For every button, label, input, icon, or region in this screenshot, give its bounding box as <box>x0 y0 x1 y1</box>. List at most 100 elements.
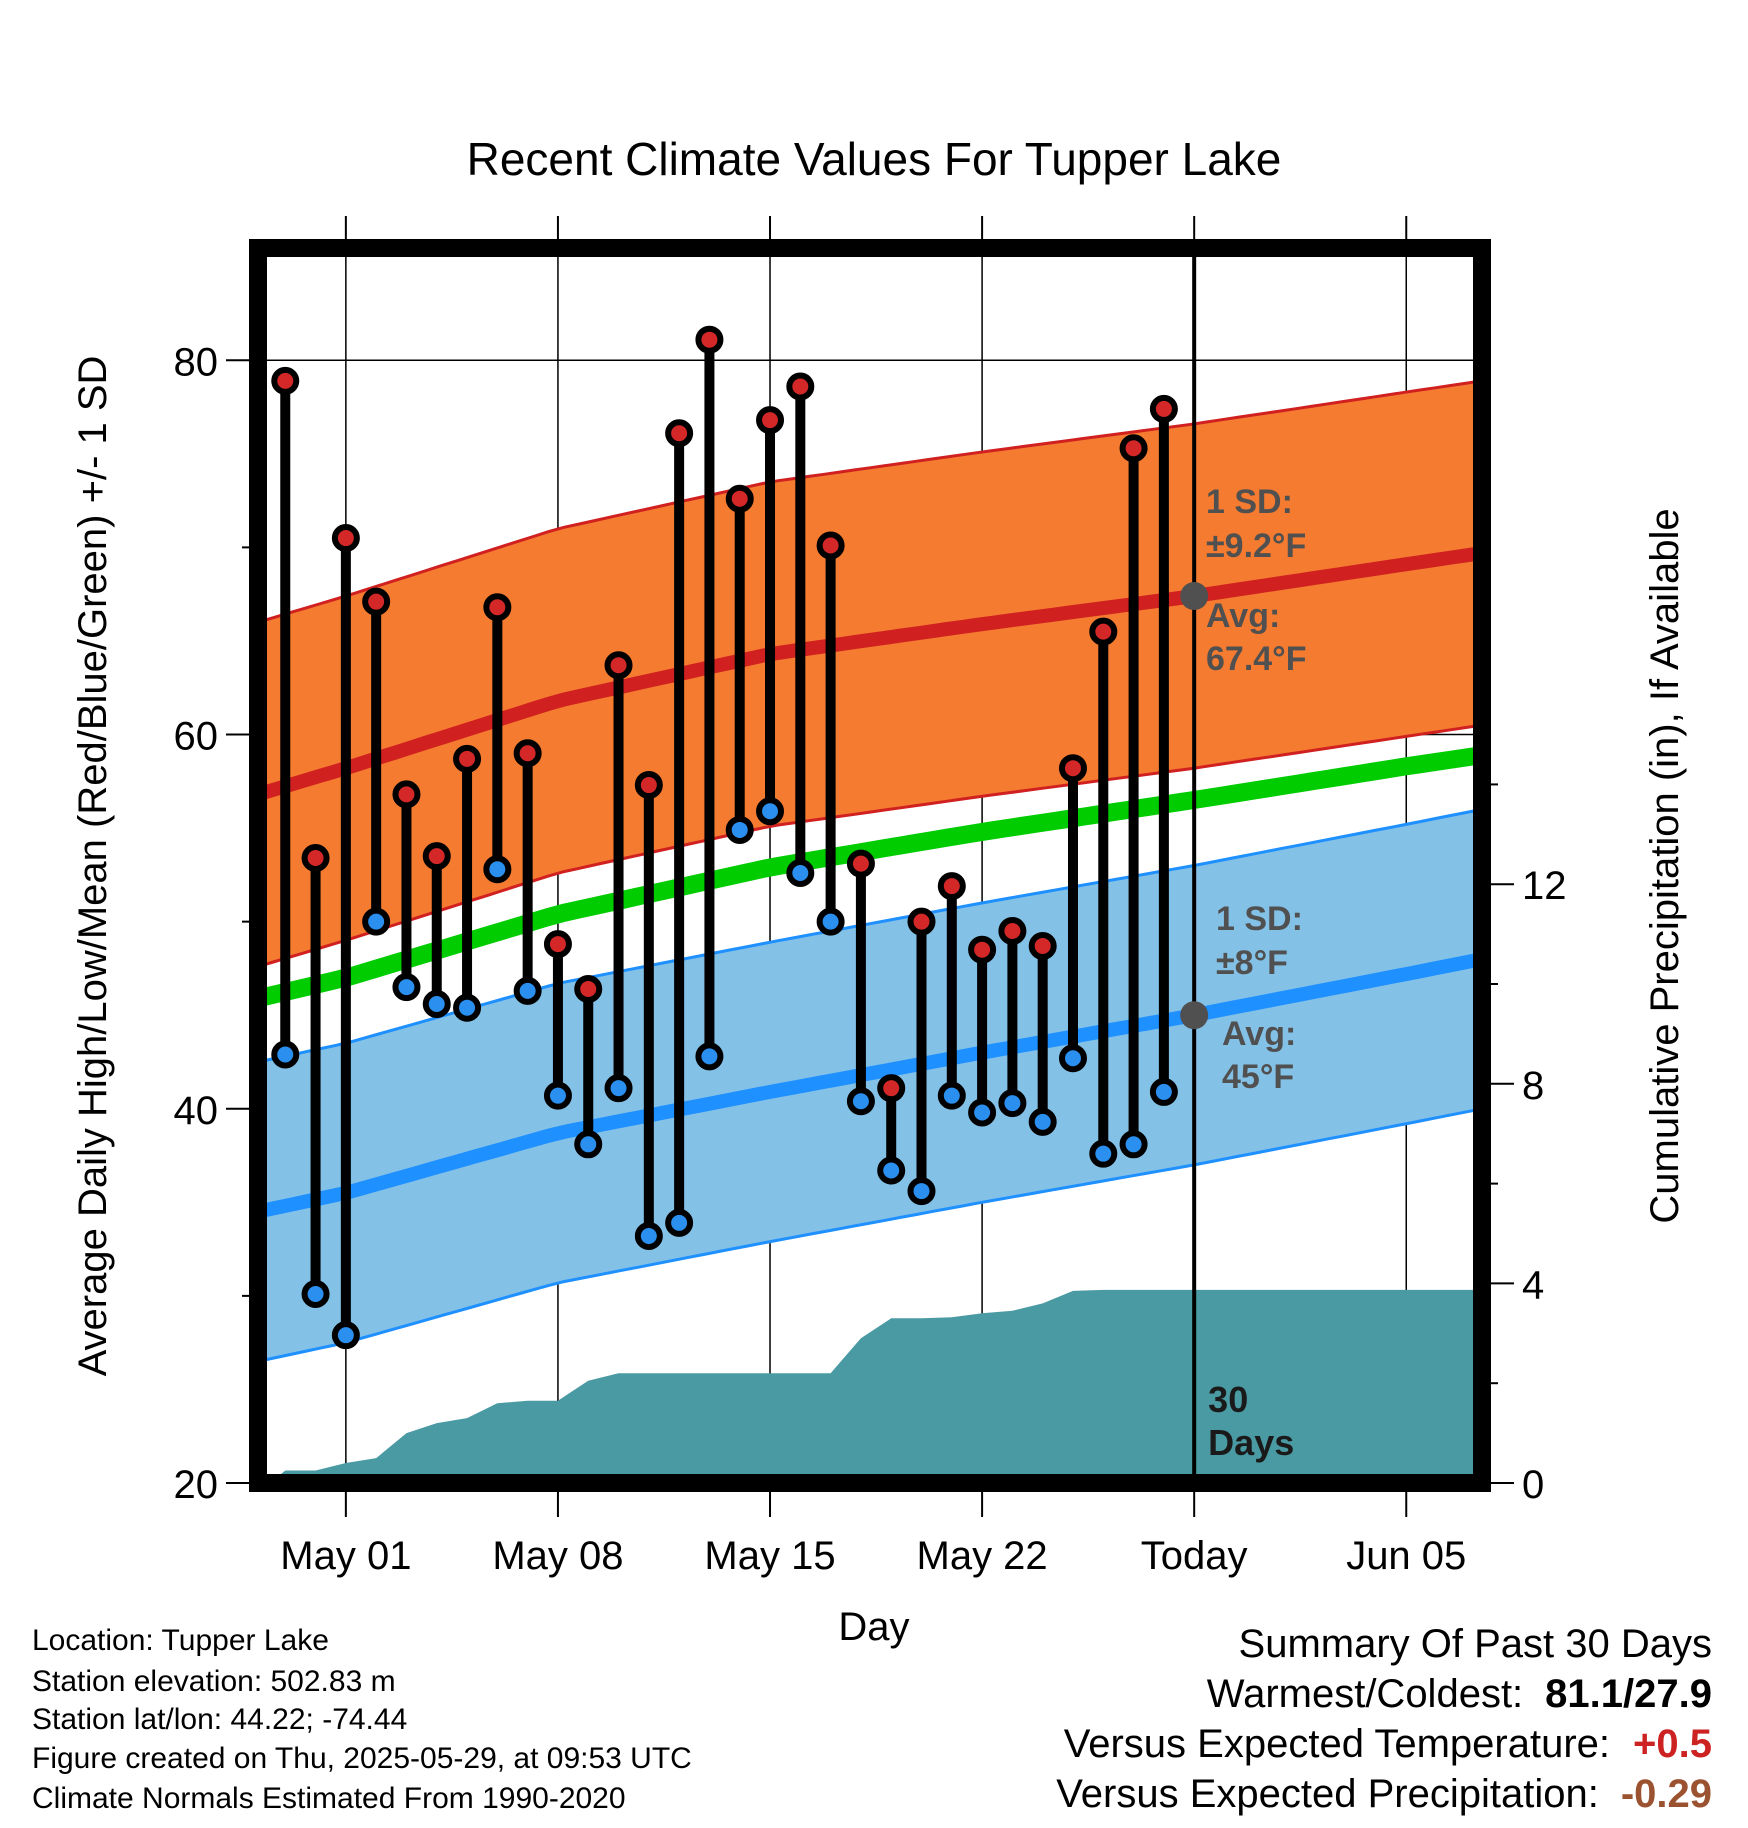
low-sd-label: 1 SD: <box>1216 900 1303 938</box>
x-axis-label: Day <box>838 1605 909 1649</box>
daily-low-point <box>422 989 451 1018</box>
daily-high-point <box>1089 617 1118 646</box>
daily-low-point <box>968 1098 997 1127</box>
high-band-upper-edge <box>257 379 1483 624</box>
daily-low-point <box>301 1280 330 1309</box>
low-sd-band <box>258 809 1482 1362</box>
y-axis-label: Average Daily High/Low/Mean (Red/Blue/Gr… <box>71 356 115 1377</box>
summary-warmest-label: Warmest/Coldest: <box>1206 1672 1524 1716</box>
daily-high-point <box>665 419 694 448</box>
daily-low-point <box>634 1222 663 1250</box>
low-sd-value: ±8°F <box>1216 944 1288 982</box>
summary-precip-value: -0.29 <box>1620 1772 1712 1816</box>
daily-low-point <box>453 993 482 1022</box>
daily-high-point <box>362 587 391 616</box>
info-latlon: Station lat/lon: 44.22; -74.44 <box>32 1703 408 1736</box>
daily-high-point <box>786 372 815 401</box>
daily-low-point <box>998 1089 1027 1118</box>
daily-low-point <box>907 1177 936 1206</box>
daily-low-point <box>725 815 754 844</box>
y2-tick-label: 0 <box>1522 1463 1544 1507</box>
precipitation-cumulative-area <box>270 1289 1483 1483</box>
low-band-lower-edge <box>257 1107 1483 1363</box>
daily-high-point <box>1119 434 1148 463</box>
daily-high-point <box>1149 394 1178 423</box>
daily-high-point <box>271 366 300 395</box>
summary-temp-value: +0.5 <box>1633 1722 1712 1766</box>
daily-low-point <box>362 907 391 936</box>
daily-high-point <box>543 930 572 959</box>
normal-annotations: 1 SD: ±9.2°F Avg: 67.4°F 1 SD: ±8°F Avg: 45°F 30… <box>1180 483 1307 1463</box>
daily-low-point <box>1089 1139 1118 1168</box>
x-tick-label: May 01 <box>280 1534 411 1578</box>
daily-high-point <box>1028 931 1057 960</box>
summary-title: Summary Of Past 30 Days <box>1238 1622 1712 1666</box>
summary-temp-row: Versus Expected Temperature: +0.5 <box>1064 1722 1712 1767</box>
daily-high-point <box>453 744 482 773</box>
high-avg-label: Avg: <box>1206 597 1280 635</box>
normal-mean-line <box>255 746 1484 1008</box>
high-band-lower-edge <box>257 723 1483 968</box>
daily-high-point <box>331 524 360 553</box>
daily-high-point <box>907 907 936 936</box>
x-tick-label: May 22 <box>917 1534 1048 1578</box>
daily-low-point <box>756 797 785 826</box>
daily-high-point <box>756 406 785 435</box>
y-tick-label: 20 <box>174 1463 219 1507</box>
daily-range-bars <box>271 325 1178 1350</box>
summary-precip-row: Versus Expected Precipitation: -0.29 <box>1056 1772 1712 1817</box>
info-elevation: Station elevation: 502.83 m <box>32 1665 396 1698</box>
x-tick-label: May 08 <box>492 1534 623 1578</box>
high-avg-value: 67.4°F <box>1206 640 1307 678</box>
summary-precip-label: Versus Expected Precipitation: <box>1056 1772 1599 1816</box>
normal-high-line <box>255 546 1484 802</box>
summary-warmest-value: 81.1/27.9 <box>1545 1672 1712 1716</box>
daily-low-point <box>604 1074 633 1103</box>
daily-high-point <box>725 484 754 513</box>
daily-low-point <box>1028 1107 1057 1136</box>
high-sd-label: 1 SD: <box>1206 483 1293 521</box>
normal-bands <box>255 379 1484 1363</box>
daily-low-point <box>331 1321 360 1350</box>
daily-low-point <box>1058 1044 1087 1073</box>
daily-high-point <box>574 975 603 1003</box>
summary-warmest-row: Warmest/Coldest: 81.1/27.9 <box>1207 1672 1712 1717</box>
daily-low-point <box>877 1156 906 1185</box>
period-label-text: Days <box>1208 1422 1294 1463</box>
daily-high-point <box>483 593 512 622</box>
x-tick-label: May 15 <box>704 1534 835 1578</box>
daily-low-point <box>483 855 512 884</box>
low-avg-value: 45°F <box>1222 1058 1294 1096</box>
daily-low-point <box>937 1081 966 1110</box>
daily-low-point <box>1149 1077 1178 1106</box>
x-tick-label: Jun 05 <box>1346 1534 1466 1578</box>
daily-low-point <box>392 973 421 1002</box>
y2-tick-label: 4 <box>1522 1263 1544 1307</box>
normal-low-line <box>256 952 1484 1219</box>
daily-low-point <box>695 1042 724 1071</box>
x-tick-label: Today <box>1141 1534 1248 1578</box>
daily-low-point <box>816 907 845 936</box>
daily-high-point <box>422 842 451 871</box>
daily-high-point <box>816 531 845 560</box>
daily-low-point <box>1119 1130 1148 1159</box>
daily-high-point <box>301 844 330 873</box>
axes: 20 40 60 80 0 4 8 12 May 01 May 08 May 15 May 22 Tod… <box>71 216 1687 1649</box>
today-normal-high-point <box>1180 582 1209 611</box>
chart-title: Recent Climate Values For Tupper Lake <box>467 133 1282 185</box>
daily-high-point <box>998 916 1027 945</box>
daily-high-point <box>513 739 542 768</box>
high-sd-value: ±9.2°F <box>1206 527 1306 565</box>
daily-high-point <box>846 849 875 878</box>
today-normal-low-point <box>1180 1001 1209 1030</box>
daily-low-point <box>846 1087 875 1116</box>
precipitation-area <box>270 248 1483 1483</box>
y-tick-label: 60 <box>174 715 219 759</box>
summary-temp-label: Versus Expected Temperature: <box>1063 1722 1610 1766</box>
info-created: Figure created on Thu, 2025-05-29, at 09… <box>32 1742 692 1775</box>
daily-high-point <box>1058 754 1087 783</box>
info-normals: Climate Normals Estimated From 1990-2020 <box>32 1782 626 1815</box>
daily-high-point <box>968 935 997 964</box>
info-location: Location: Tupper Lake <box>32 1624 329 1657</box>
